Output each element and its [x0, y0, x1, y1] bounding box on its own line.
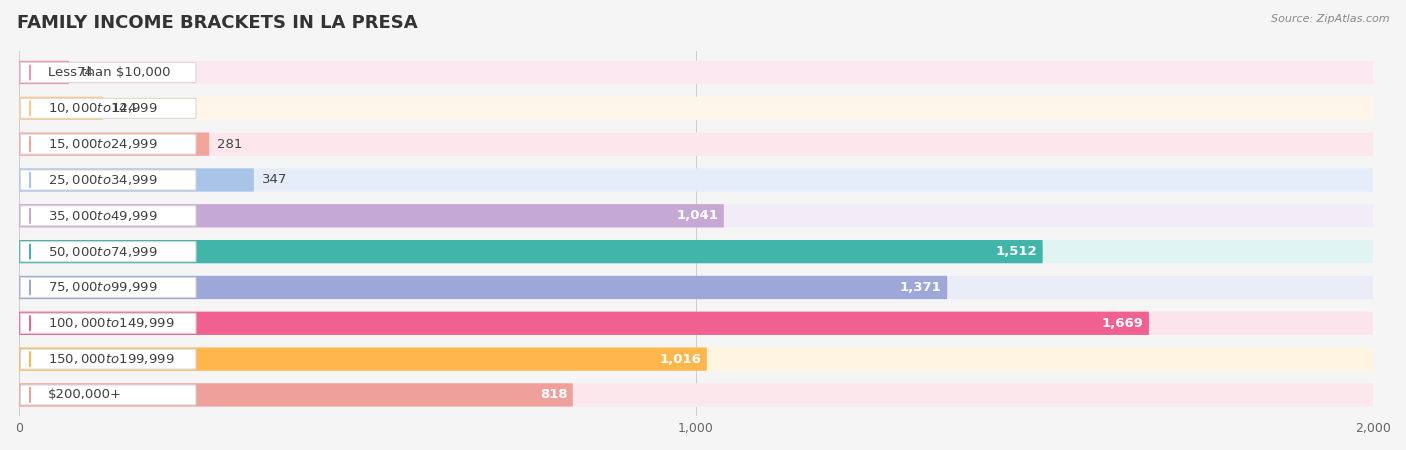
- Text: $25,000 to $34,999: $25,000 to $34,999: [48, 173, 157, 187]
- FancyBboxPatch shape: [20, 278, 195, 297]
- FancyBboxPatch shape: [20, 63, 195, 82]
- FancyBboxPatch shape: [20, 168, 254, 192]
- FancyBboxPatch shape: [20, 98, 195, 118]
- Text: $100,000 to $149,999: $100,000 to $149,999: [48, 316, 174, 330]
- FancyBboxPatch shape: [20, 383, 1374, 407]
- Text: 818: 818: [540, 388, 568, 401]
- Text: Source: ZipAtlas.com: Source: ZipAtlas.com: [1271, 14, 1389, 23]
- Text: 347: 347: [262, 174, 287, 186]
- Text: $50,000 to $74,999: $50,000 to $74,999: [48, 245, 157, 259]
- Text: 281: 281: [218, 138, 243, 151]
- FancyBboxPatch shape: [20, 312, 1374, 335]
- FancyBboxPatch shape: [20, 242, 195, 261]
- FancyBboxPatch shape: [20, 132, 209, 156]
- FancyBboxPatch shape: [20, 240, 1374, 263]
- FancyBboxPatch shape: [20, 276, 1374, 299]
- FancyBboxPatch shape: [20, 134, 195, 154]
- FancyBboxPatch shape: [20, 61, 69, 84]
- FancyBboxPatch shape: [20, 349, 195, 369]
- Text: $150,000 to $199,999: $150,000 to $199,999: [48, 352, 174, 366]
- Text: Less than $10,000: Less than $10,000: [48, 66, 170, 79]
- FancyBboxPatch shape: [20, 383, 572, 407]
- Text: $75,000 to $99,999: $75,000 to $99,999: [48, 280, 157, 294]
- FancyBboxPatch shape: [20, 204, 1374, 227]
- FancyBboxPatch shape: [20, 132, 1374, 156]
- Text: $15,000 to $24,999: $15,000 to $24,999: [48, 137, 157, 151]
- Text: 1,512: 1,512: [995, 245, 1038, 258]
- Text: 1,669: 1,669: [1102, 317, 1143, 330]
- FancyBboxPatch shape: [20, 97, 103, 120]
- FancyBboxPatch shape: [20, 240, 1043, 263]
- FancyBboxPatch shape: [20, 204, 724, 227]
- FancyBboxPatch shape: [20, 347, 707, 371]
- FancyBboxPatch shape: [20, 170, 195, 190]
- FancyBboxPatch shape: [20, 206, 195, 226]
- FancyBboxPatch shape: [20, 312, 1149, 335]
- Text: FAMILY INCOME BRACKETS IN LA PRESA: FAMILY INCOME BRACKETS IN LA PRESA: [17, 14, 418, 32]
- Text: $200,000+: $200,000+: [48, 388, 122, 401]
- Text: 1,371: 1,371: [900, 281, 942, 294]
- Text: 1,016: 1,016: [659, 353, 702, 365]
- Text: 1,041: 1,041: [676, 209, 718, 222]
- FancyBboxPatch shape: [20, 97, 1374, 120]
- FancyBboxPatch shape: [20, 276, 948, 299]
- Text: 124: 124: [111, 102, 136, 115]
- Text: $35,000 to $49,999: $35,000 to $49,999: [48, 209, 157, 223]
- FancyBboxPatch shape: [20, 313, 195, 333]
- FancyBboxPatch shape: [20, 385, 195, 405]
- FancyBboxPatch shape: [20, 347, 1374, 371]
- FancyBboxPatch shape: [20, 61, 1374, 84]
- Text: 74: 74: [77, 66, 94, 79]
- Text: $10,000 to $14,999: $10,000 to $14,999: [48, 101, 157, 115]
- FancyBboxPatch shape: [20, 168, 1374, 192]
